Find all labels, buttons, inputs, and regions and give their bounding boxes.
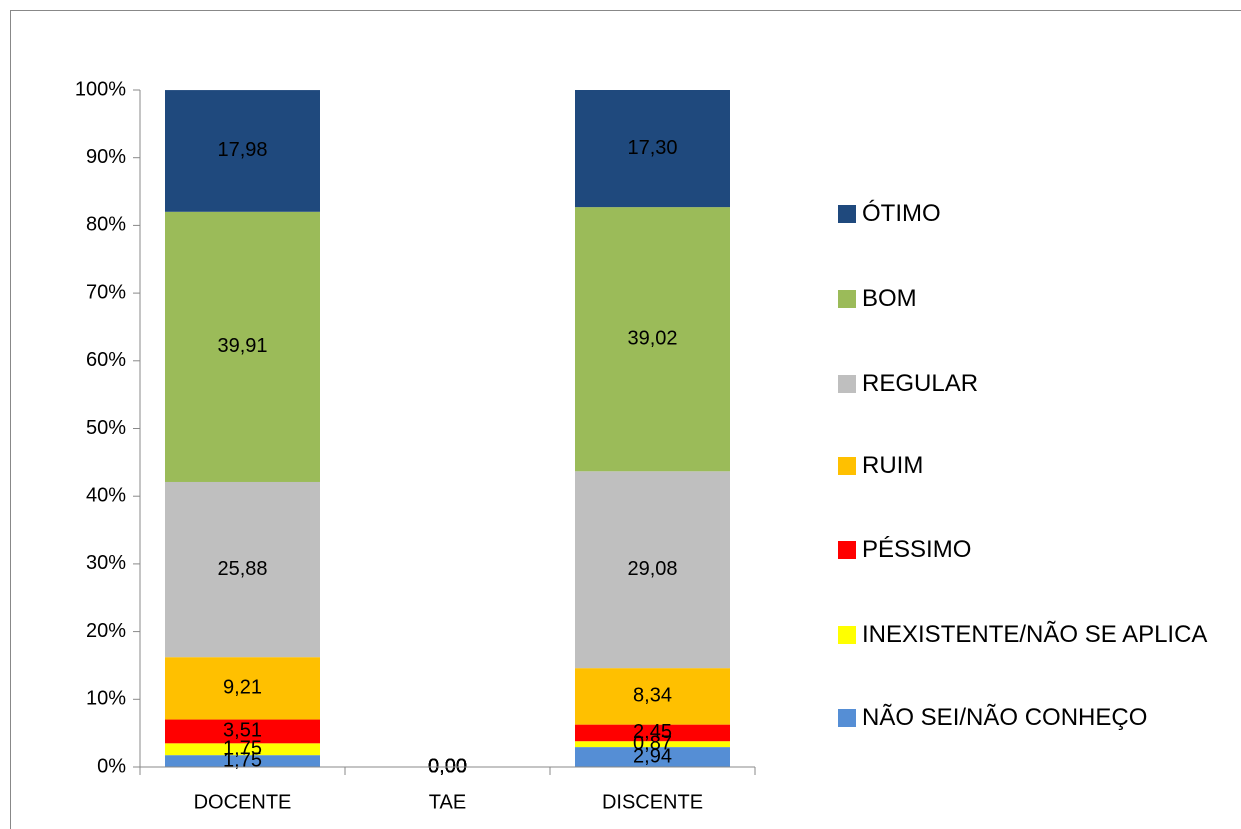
data-label: 0,00 xyxy=(428,755,467,777)
data-label: 9,21 xyxy=(223,677,262,699)
data-label: 39,02 xyxy=(627,327,677,349)
bar-segment xyxy=(575,90,730,208)
data-label: 25,88 xyxy=(217,558,267,580)
legend-swatch xyxy=(838,457,856,475)
bar-segment xyxy=(575,207,730,472)
legend-swatch xyxy=(838,205,856,223)
bar-segment xyxy=(165,481,320,658)
bar-segment xyxy=(165,719,320,744)
bar-segment xyxy=(575,724,730,742)
data-label: 0,00 xyxy=(428,755,467,777)
bar-segment xyxy=(165,755,320,767)
y-tick-label: 100% xyxy=(75,78,126,100)
y-tick-label: 70% xyxy=(86,281,126,303)
y-tick-label: 0% xyxy=(97,755,126,777)
y-tick-label: 80% xyxy=(86,214,126,236)
bar-segment xyxy=(165,211,320,482)
legend-label: BOM xyxy=(862,285,917,312)
bar-segment xyxy=(575,747,730,767)
legend-label: NÃO SEI/NÃO CONHEÇO xyxy=(862,704,1148,731)
data-label: 1,75 xyxy=(223,749,262,771)
bar-segment xyxy=(575,668,730,725)
data-label: 29,08 xyxy=(627,558,677,580)
data-label: 17,30 xyxy=(627,137,677,159)
x-tick-label: TAE xyxy=(429,791,466,813)
data-label: 0,00 xyxy=(428,755,467,777)
data-label: 0,87 xyxy=(633,732,672,754)
legend-label: ÓTIMO xyxy=(862,200,941,227)
legend-swatch xyxy=(838,626,856,644)
y-tick-label: 30% xyxy=(86,552,126,574)
data-label: 2,45 xyxy=(633,721,672,743)
data-label: 2,94 xyxy=(633,745,672,767)
legend-label: INEXISTENTE/NÃO SE APLICA xyxy=(862,621,1208,648)
bar-segment xyxy=(575,471,730,669)
data-label: 8,34 xyxy=(633,685,672,707)
legend-swatch xyxy=(838,290,856,308)
y-tick-label: 90% xyxy=(86,146,126,168)
data-label: 0,00 xyxy=(428,755,467,777)
data-label: 0,00 xyxy=(428,755,467,777)
legend-label: RUIM xyxy=(862,452,924,479)
data-label: 39,91 xyxy=(217,335,267,357)
x-tick-label: DISCENTE xyxy=(602,791,703,813)
y-tick-label: 20% xyxy=(86,620,126,642)
data-label: 0,00 xyxy=(428,755,467,777)
legend-swatch xyxy=(838,541,856,559)
legend-label: PÉSSIMO xyxy=(862,536,972,563)
legend-label: REGULAR xyxy=(862,370,979,397)
frame xyxy=(10,10,1241,829)
legend-swatch xyxy=(838,709,856,727)
bar-segment xyxy=(165,743,320,756)
bar-segment xyxy=(165,657,320,720)
bar-segment xyxy=(165,90,320,212)
data-label: 1,75 xyxy=(223,738,262,760)
bar-segment xyxy=(575,741,730,748)
y-tick-label: 50% xyxy=(86,417,126,439)
data-label: 0,00 xyxy=(428,755,467,777)
x-tick-label: DOCENTE xyxy=(194,791,292,813)
data-label: 17,98 xyxy=(217,139,267,161)
y-tick-label: 10% xyxy=(86,688,126,710)
legend-swatch xyxy=(838,375,856,393)
y-tick-label: 40% xyxy=(86,484,126,506)
y-tick-label: 60% xyxy=(86,349,126,371)
data-label: 3,51 xyxy=(223,720,262,742)
